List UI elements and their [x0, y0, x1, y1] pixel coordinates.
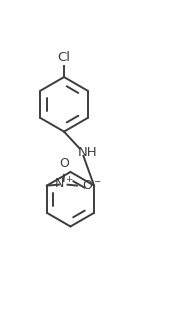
Text: O: O: [59, 157, 69, 170]
Text: O$^-$: O$^-$: [82, 179, 102, 192]
Text: N$^+$: N$^+$: [54, 177, 73, 192]
Text: Cl: Cl: [58, 51, 70, 64]
Text: NH: NH: [78, 146, 97, 159]
